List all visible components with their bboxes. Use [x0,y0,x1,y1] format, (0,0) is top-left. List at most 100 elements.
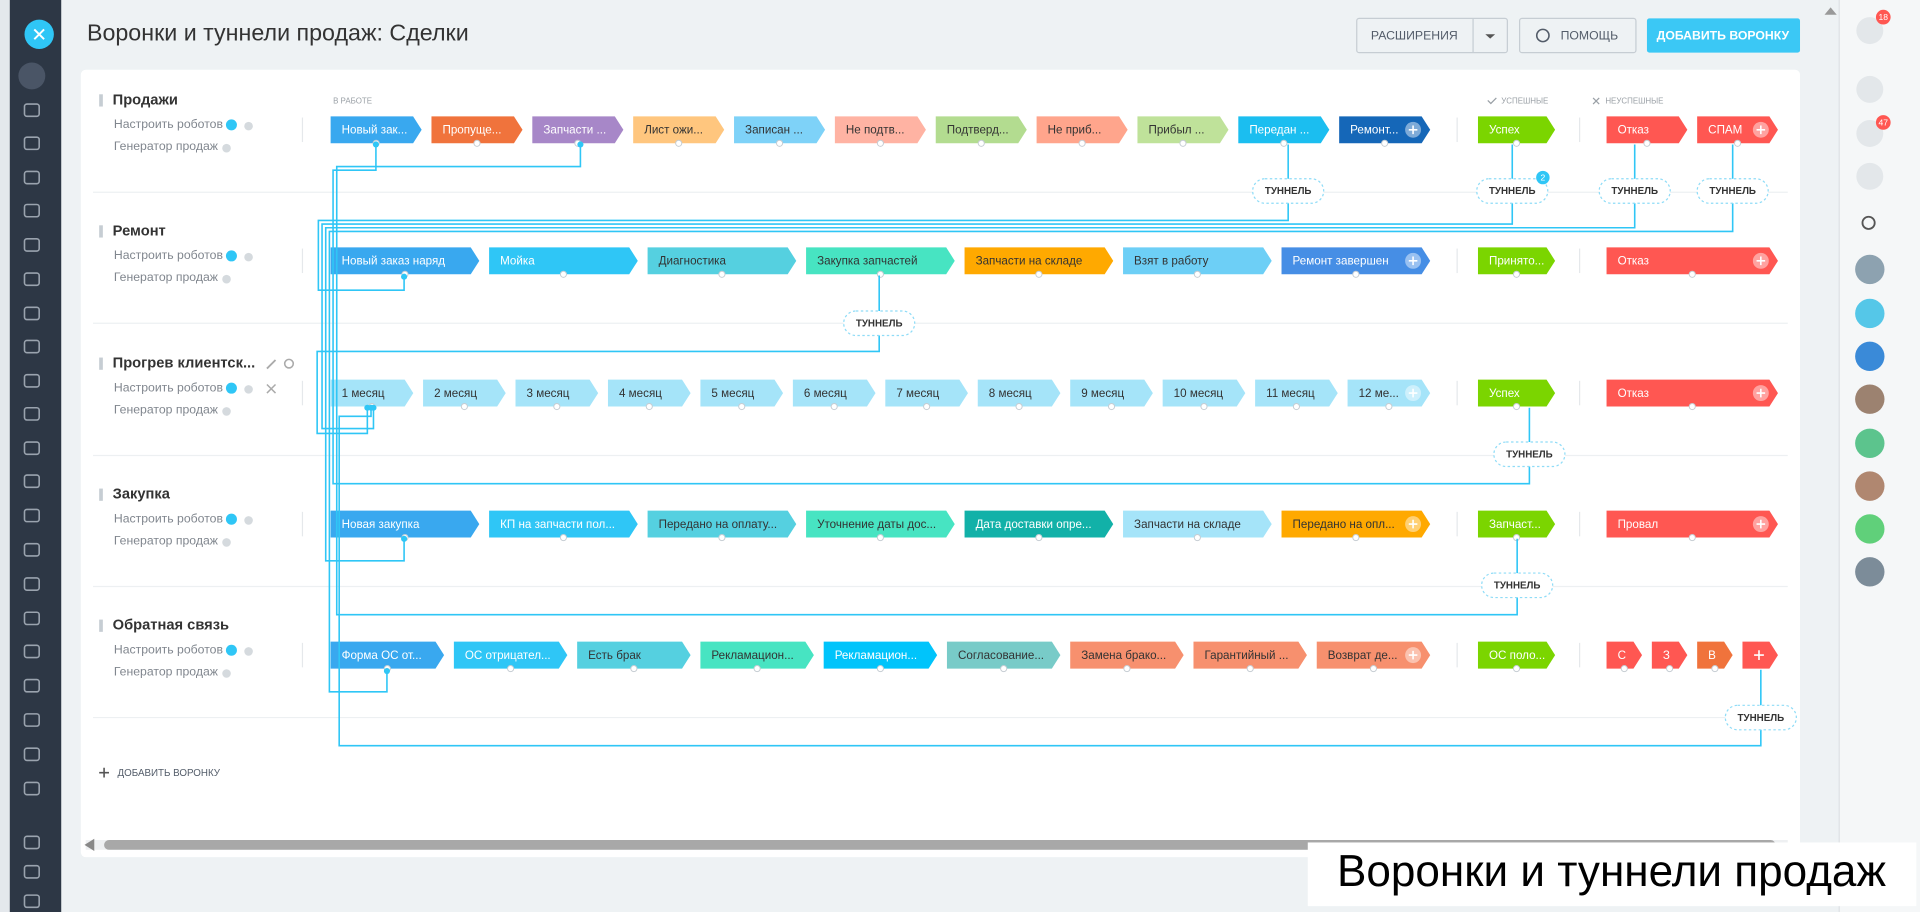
stage[interactable] [647,510,797,538]
stage-label[interactable]: Пропуще... [442,123,501,136]
tunnel-label[interactable]: ТУННЕЛЬ [1489,186,1536,197]
stage-label[interactable]: Отказ [1618,255,1649,268]
tunnel-box[interactable] [1252,178,1325,204]
sidebar-icon[interactable] [23,747,40,762]
stage-label[interactable]: Не подтв... [846,123,905,136]
sidebar-icon[interactable] [23,373,40,388]
stage-label[interactable]: Рекламацион... [835,649,917,662]
stage[interactable] [330,510,480,538]
stage-label[interactable]: Новая закупка [342,518,420,531]
stage-label[interactable]: ОС отрицател... [465,649,551,662]
stage-label[interactable]: Передано на оплату... [659,518,778,531]
stage-label[interactable]: 3 месяц [527,387,570,400]
stage[interactable] [1070,379,1153,407]
tunnel-box[interactable] [843,310,916,337]
stage[interactable] [806,247,955,275]
robots-link[interactable]: Настроить роботов [114,642,223,656]
help-label[interactable]: ПОМОЩЬ [1561,28,1619,42]
stage[interactable] [977,379,1061,407]
stage[interactable] [1255,379,1338,407]
sidebar-icon[interactable] [23,894,40,909]
sidebar-icon[interactable] [23,577,40,592]
sidebar-icon[interactable] [23,406,40,421]
stage-label[interactable]: 7 месяц [896,387,939,400]
stage[interactable] [431,116,523,144]
stage-label[interactable]: КП на запчасти пол... [500,518,615,531]
stage[interactable] [515,379,599,407]
stage[interactable] [1477,116,1556,144]
sidebar-icon[interactable] [23,203,40,218]
stage[interactable] [1697,641,1733,669]
stage-label[interactable]: Рекламацион... [711,649,793,662]
stage-label[interactable]: Запчасти на складе [1134,518,1241,531]
stage[interactable] [1477,641,1556,669]
stage-label[interactable]: Отказ [1618,387,1649,400]
settings-icon[interactable] [283,358,295,369]
stage[interactable] [935,116,1027,144]
stage[interactable] [1606,247,1778,275]
stage[interactable] [633,116,725,144]
stage[interactable] [1036,116,1128,144]
stage-label[interactable]: 5 месяц [711,387,754,400]
generator-link[interactable]: Генератор продаж [114,402,219,416]
tunnel-label[interactable]: ТУННЕЛЬ [1494,581,1541,592]
tunnel-label[interactable]: ТУННЕЛЬ [856,318,903,329]
stage[interactable] [1238,116,1330,144]
sidebar-icon[interactable] [23,508,40,523]
tunnel-label[interactable]: ТУННЕЛЬ [1265,186,1312,197]
stage[interactable] [1477,379,1556,407]
tunnel-box[interactable] [1493,441,1566,468]
tunnel-box[interactable] [1481,572,1554,599]
stage-label[interactable]: Провал [1618,518,1659,531]
stage-label[interactable]: 11 месяц [1266,387,1315,400]
stage[interactable] [1606,510,1778,538]
funnel-name[interactable]: Прогрев клиентск... [113,356,256,372]
sidebar-icon[interactable] [23,339,40,354]
stage[interactable] [964,247,1114,275]
sidebar-icon[interactable] [23,441,40,456]
stage-label[interactable]: С [1618,649,1626,662]
stage-label[interactable]: Записан ... [745,123,803,136]
stage[interactable] [823,641,938,669]
right-tool[interactable] [1856,120,1884,147]
stage[interactable] [1193,641,1307,669]
right-tool[interactable] [1856,17,1884,45]
extensions-button[interactable] [1356,17,1508,54]
stage-label[interactable]: Согласование... [958,649,1044,662]
stage-label[interactable]: В [1708,649,1716,662]
stage-label[interactable]: Есть брак [588,649,642,662]
filter-button[interactable] [18,62,46,90]
funnel-name[interactable]: Обратная связь [113,618,229,634]
stage[interactable] [489,247,638,275]
funnel-name[interactable]: Продажи [113,92,178,108]
sidebar-icon[interactable] [23,272,40,287]
right-tool[interactable] [1856,162,1884,190]
avatar[interactable] [1855,428,1885,458]
robots-link[interactable]: Настроить роботов [114,248,223,262]
stage-label[interactable]: 4 месяц [619,387,662,400]
extensions-label[interactable]: РАСШИРЕНИЯ [1371,28,1458,42]
help-button[interactable] [1518,17,1637,54]
stage-label[interactable]: Дата доставки опре... [976,518,1092,531]
tunnel-box[interactable] [1598,178,1671,204]
generator-link[interactable]: Генератор продаж [114,664,219,678]
sidebar-icon[interactable] [23,835,40,850]
stage-label[interactable]: 6 месяц [804,387,847,400]
stage-label[interactable]: Гарантийный ... [1204,649,1288,662]
funnel-name[interactable]: Закупка [113,487,171,503]
robots-link[interactable]: Настроить роботов [114,511,223,525]
stage-label[interactable]: Успех [1489,387,1520,400]
stage[interactable] [330,379,414,407]
stage-label[interactable]: Передано на опл... [1293,518,1395,531]
stage-label[interactable]: 10 месяц [1174,387,1224,400]
add-funnel-link[interactable]: ДОБАВИТЬ ВОРОНКУ [118,768,221,779]
sidebar-icon[interactable] [23,170,40,185]
stage-label[interactable]: 8 месяц [989,387,1032,400]
scroll-left[interactable] [84,838,95,852]
tunnel-label[interactable]: ТУННЕЛЬ [1611,186,1658,197]
stage-label[interactable]: Уточнение даты дос... [817,518,936,531]
avatar[interactable] [1855,471,1885,501]
stage-label[interactable]: Возврат де... [1328,649,1398,662]
stage-label[interactable]: Успех [1489,123,1520,136]
stage[interactable] [700,641,814,669]
